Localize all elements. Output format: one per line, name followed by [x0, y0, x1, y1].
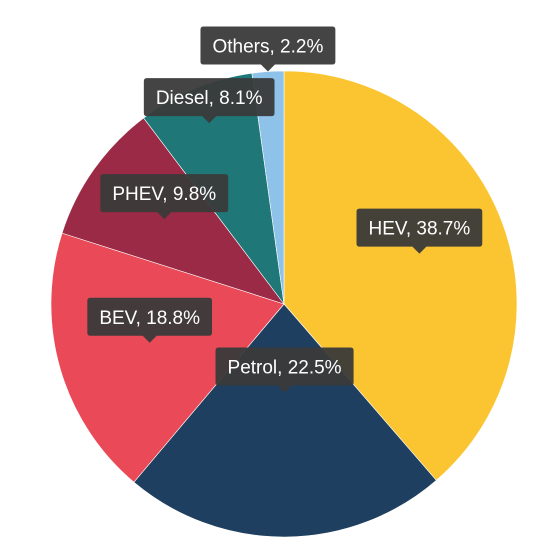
- slice-label-hev: HEV, 38.7%: [356, 208, 483, 254]
- slice-label-text: Diesel, 8.1%: [156, 88, 263, 109]
- slice-label-text: PHEV, 9.8%: [112, 184, 216, 205]
- slice-label-others: Others, 2.2%: [200, 26, 336, 72]
- slice-label-petrol: Petrol, 22.5%: [215, 347, 354, 393]
- pie-slice-bev[interactable]: [50, 232, 285, 483]
- slice-label-text: BEV, 18.8%: [99, 308, 200, 329]
- slice-label-diesel: Diesel, 8.1%: [143, 78, 275, 124]
- tooltip-bubble: [356, 208, 483, 254]
- slice-label-text: HEV, 38.7%: [369, 219, 471, 240]
- tooltip-bubble: [215, 347, 354, 393]
- pie-labels: HEV, 38.7% Petrol, 22.5% BEV, 18.8% PHEV, 9…: [87, 26, 483, 393]
- slice-label-text: Petrol, 22.5%: [228, 358, 342, 379]
- tooltip-bubble: [100, 174, 229, 220]
- pie-slices: [50, 70, 518, 538]
- tooltip-bubble: [200, 26, 336, 72]
- pie-slice-hev[interactable]: [283, 70, 518, 481]
- pie-slice-petrol[interactable]: [133, 303, 437, 538]
- pie-slice-others[interactable]: [251, 70, 285, 305]
- slice-label-phev: PHEV, 9.8%: [100, 174, 229, 220]
- tooltip-bubble: [143, 78, 275, 124]
- slice-label-bev: BEV, 18.8%: [87, 297, 213, 343]
- tooltip-bubble: [87, 297, 213, 343]
- slice-label-text: Others, 2.2%: [212, 37, 323, 58]
